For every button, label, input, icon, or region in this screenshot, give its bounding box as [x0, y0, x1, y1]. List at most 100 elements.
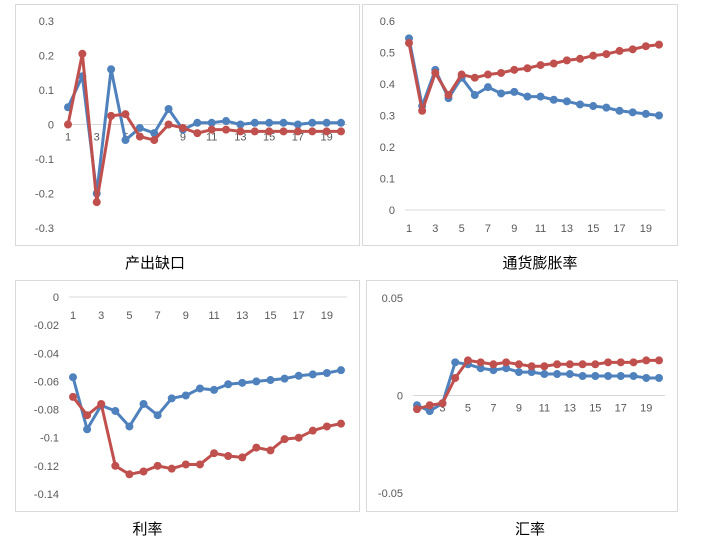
x-tick-label: 1 — [70, 310, 76, 322]
series-2-point — [483, 70, 492, 79]
y-tick-label: 0.6 — [380, 16, 395, 28]
series-2-point — [576, 54, 585, 63]
series-2-point — [294, 433, 303, 442]
x-tick-label: 15 — [263, 132, 275, 144]
exchange-rate-chart-panel: 0.050-0.05135791113151719 — [366, 280, 678, 512]
inflation-chart: 0.60.50.40.30.20.101 3 5 7 9 11 13 15 17 19 — [380, 16, 665, 235]
series-2-point — [602, 50, 611, 59]
interest-rate-caption: 利率 — [132, 520, 163, 538]
series-1-point — [337, 118, 345, 127]
series-2-point — [121, 110, 130, 119]
series-1-point — [280, 374, 289, 383]
series-1-point — [294, 371, 303, 380]
series-2-point — [489, 360, 498, 369]
x-tick-label: 5 — [465, 403, 471, 415]
series-1-point — [135, 123, 144, 132]
series-2-point — [139, 467, 148, 476]
y-tick-label: 0.05 — [382, 293, 403, 305]
x-tick-label: 7 — [155, 310, 161, 322]
y-tick-label: -0.14 — [34, 489, 59, 501]
series-2-point — [642, 356, 651, 365]
series-2-point — [153, 461, 162, 470]
x-tick-label: 19 — [640, 223, 652, 235]
x-tick-label: 19 — [321, 310, 333, 322]
x-tick-label: 5 — [459, 223, 465, 235]
series-2-point — [514, 360, 523, 369]
series-2-point — [107, 111, 116, 120]
y-tick-label: -0.02 — [34, 320, 59, 332]
series-1-point — [193, 118, 202, 127]
series-1-point — [616, 372, 625, 380]
series-2-point — [280, 435, 289, 444]
y-tick-label: -0.06 — [34, 376, 59, 388]
series-2-point — [236, 127, 245, 136]
x-tick-label: 1 — [406, 223, 412, 235]
series-2-point — [431, 68, 440, 77]
x-tick-label: 11 — [539, 403, 550, 415]
x-tick-label: 15 — [587, 223, 599, 235]
series-2-point — [405, 39, 413, 48]
series-2-point — [337, 419, 345, 428]
series-2-point — [527, 362, 536, 371]
series-2-point — [193, 129, 202, 138]
series-1-point — [655, 373, 663, 382]
x-tick-label: 7 — [485, 223, 491, 235]
series-1-point — [642, 373, 651, 382]
series-1-point — [602, 103, 611, 112]
series-2-point — [308, 127, 317, 136]
series-1-point — [604, 372, 613, 380]
series-2-point — [444, 91, 453, 100]
series-2-point — [604, 358, 613, 367]
series-2-point — [540, 362, 549, 371]
y-tick-label: -0.3 — [35, 223, 54, 235]
series-2-point — [578, 360, 587, 369]
y-tick-label: -0.08 — [34, 405, 59, 417]
series-2-point — [250, 127, 259, 136]
series-2-point — [641, 42, 650, 51]
series-2-point — [164, 120, 173, 129]
y-tick-label: -0.04 — [34, 348, 59, 360]
series-1-point — [308, 370, 317, 379]
series-2-point — [78, 49, 87, 58]
series-1-point — [549, 95, 558, 104]
x-tick-label: 9 — [516, 403, 522, 415]
y-tick-label: -0.05 — [378, 488, 403, 500]
series-1-point — [238, 378, 247, 387]
series-1-point — [139, 399, 148, 408]
series-2-point — [510, 65, 519, 74]
x-tick-label: 15 — [264, 310, 276, 322]
series-1-point — [125, 422, 134, 431]
y-tick-label: 0.1 — [380, 174, 395, 186]
series-1-point — [279, 118, 288, 127]
series-2-point — [589, 51, 598, 60]
series-2-point — [413, 405, 421, 414]
y-tick-label: -0.1 — [40, 433, 59, 445]
series-2-point — [591, 360, 600, 369]
series-2-point — [64, 120, 72, 129]
series-2-point — [83, 411, 92, 420]
x-tick-label: 13 — [564, 403, 576, 415]
series-2-point — [523, 64, 532, 73]
series-2-point — [178, 123, 187, 132]
inflation-caption: 通货膨胀率 — [502, 254, 578, 272]
series-1-point — [536, 92, 545, 101]
y-tick-label: -0.12 — [34, 461, 59, 473]
y-tick-label: 0.2 — [39, 51, 54, 63]
x-tick-label: 19 — [321, 132, 333, 144]
series-2-point — [266, 446, 275, 455]
output-gap-chart-panel: 0.30.20.10-0.1-0.2-0.3135791113151719 — [15, 4, 360, 246]
series-1-point — [236, 120, 245, 129]
y-tick-label: 0 — [53, 292, 59, 304]
series-2-point — [536, 61, 545, 70]
series-1-point — [107, 65, 116, 74]
series-2-point — [308, 426, 317, 435]
x-tick-label: 17 — [613, 223, 625, 235]
series-1-point — [153, 411, 162, 420]
series-1-point — [266, 376, 275, 385]
series-1-point — [589, 102, 598, 111]
x-tick-label: 3 — [98, 310, 104, 322]
series-2-point — [322, 127, 331, 136]
x-tick-label: 9 — [511, 223, 517, 235]
series-1-point — [497, 89, 506, 98]
series-2-point — [97, 399, 106, 408]
